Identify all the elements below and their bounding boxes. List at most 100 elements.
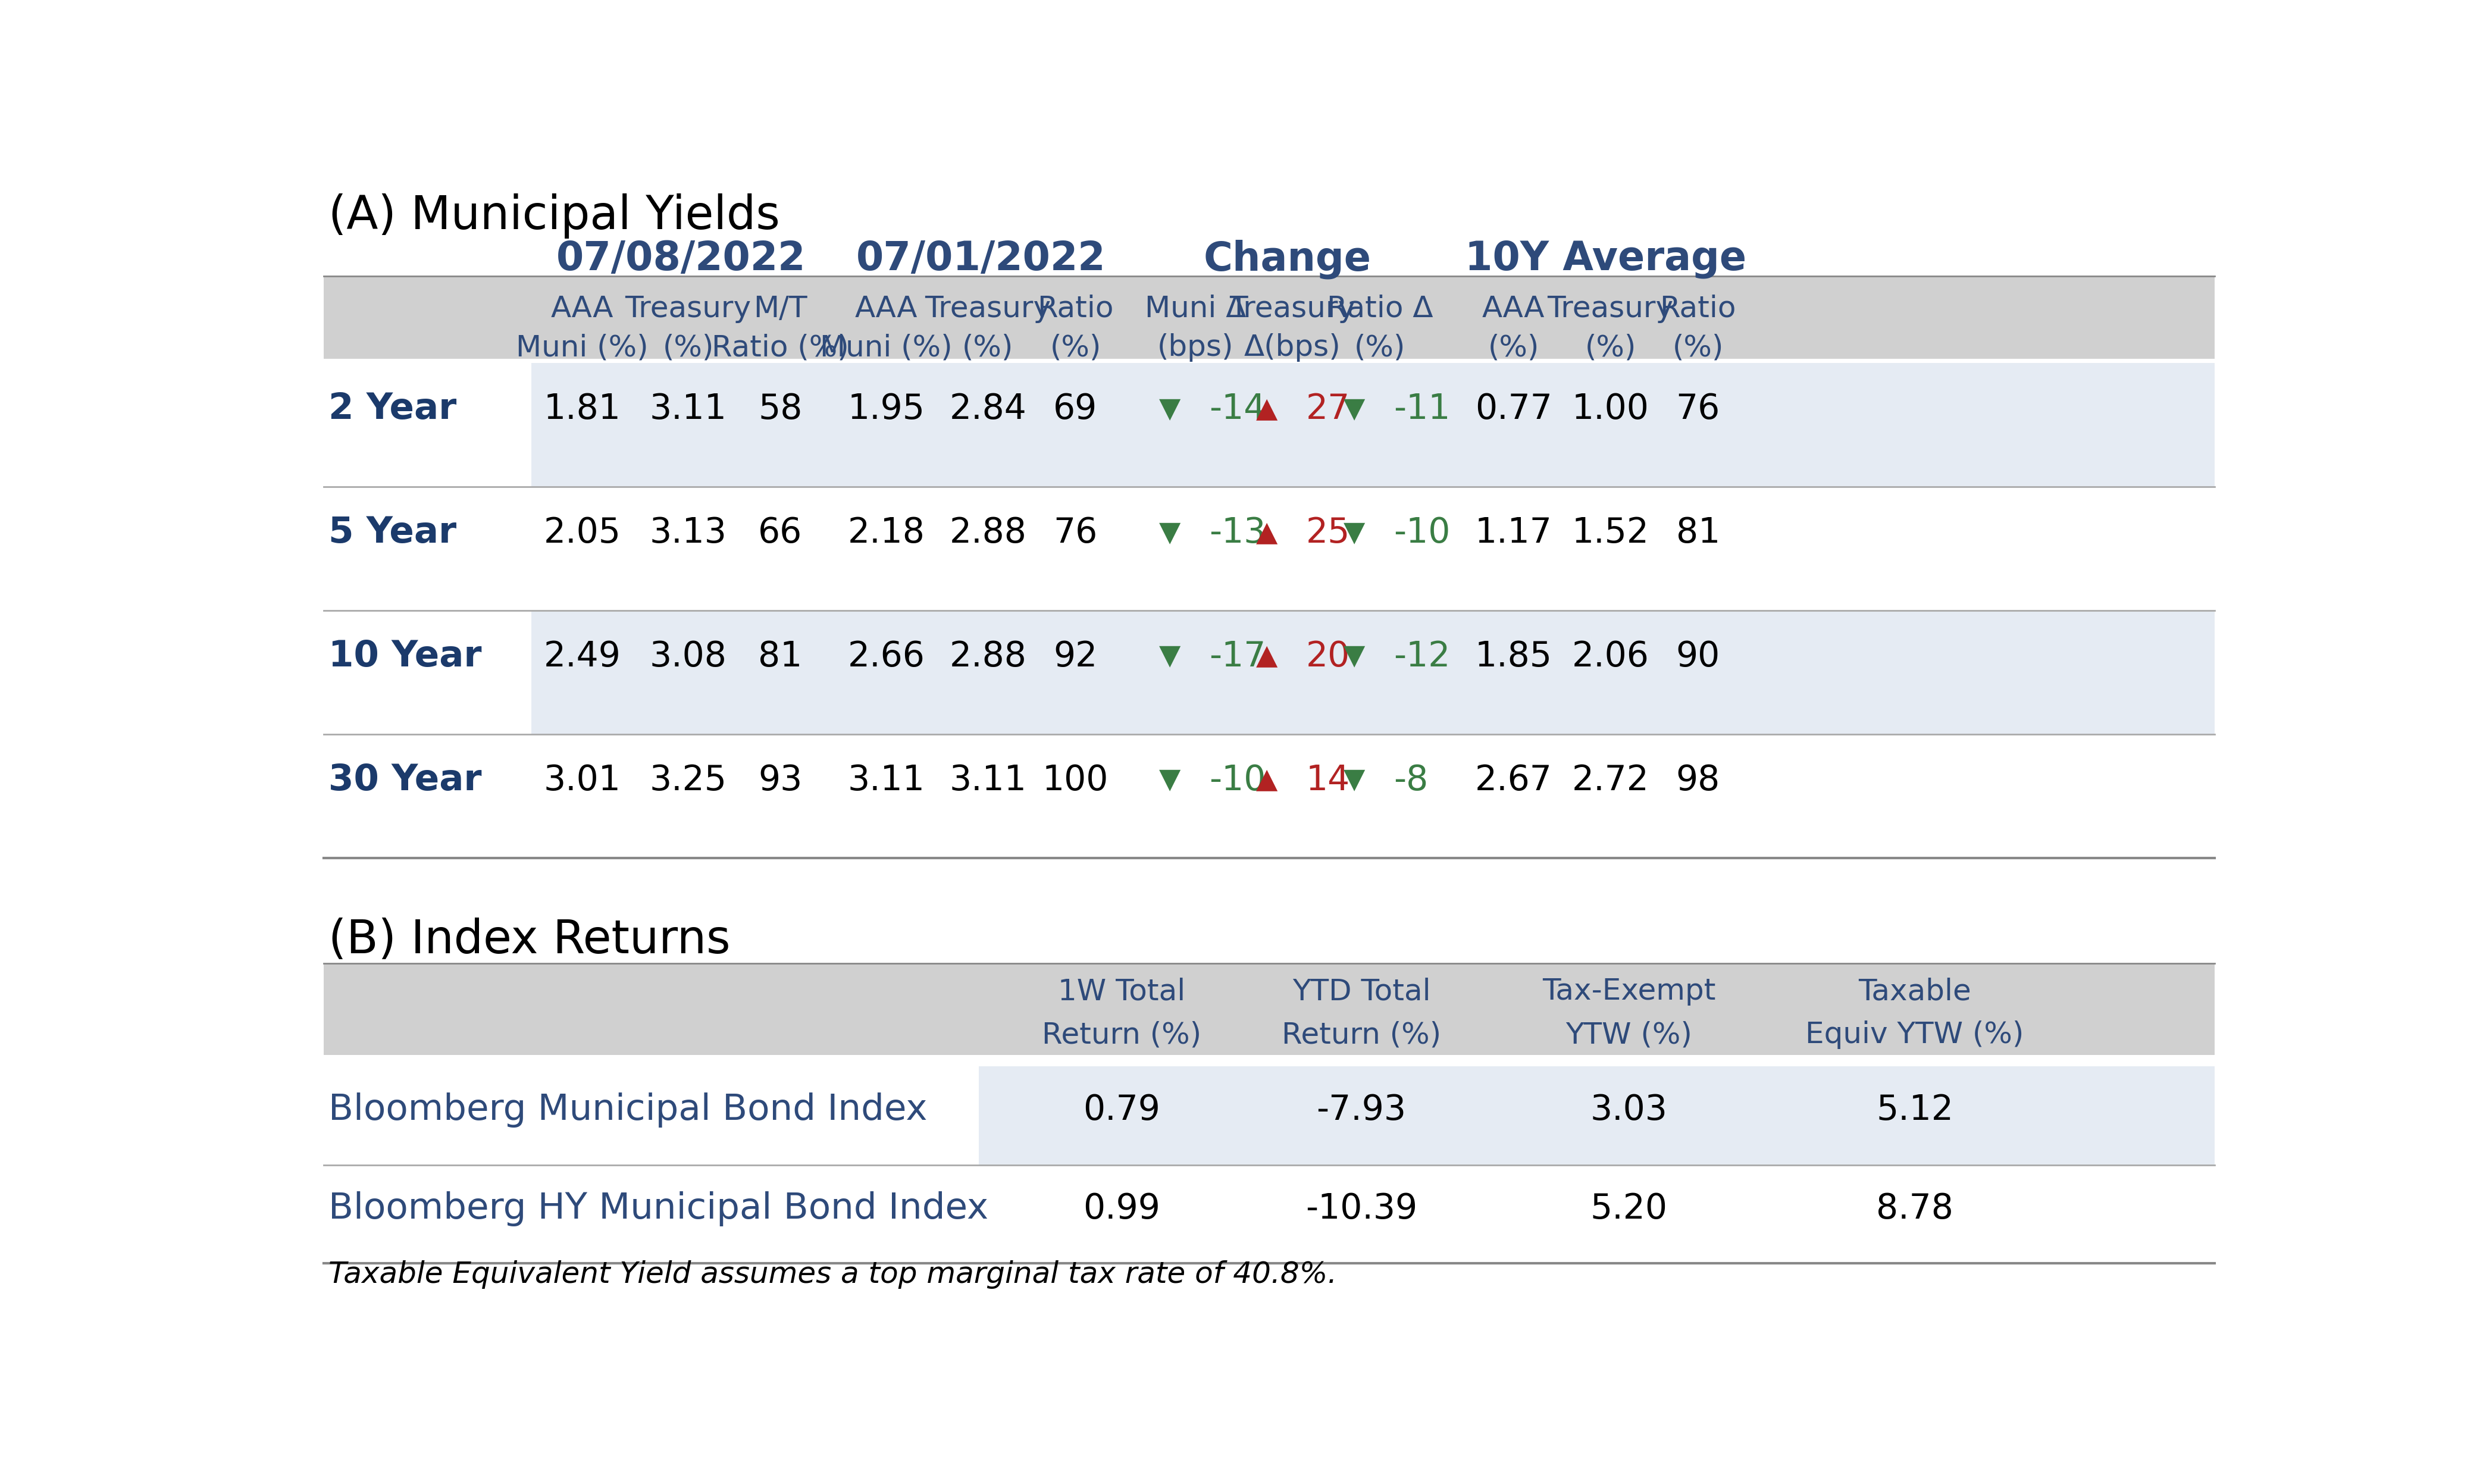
Text: 30 Year: 30 Year [327,763,481,798]
Text: Treasury: Treasury [625,294,751,324]
Bar [980,1165,2215,1263]
Text: 07/01/2022: 07/01/2022 [856,239,1106,279]
Text: 2.88: 2.88 [950,640,1027,674]
Text: 2 Year: 2 Year [327,392,456,426]
Text: 2.66: 2.66 [848,640,925,674]
Text: 2.67: 2.67 [1476,763,1552,797]
Text: 1.95: 1.95 [848,392,925,426]
Bar [325,1165,980,1263]
Text: Tax-Exempt: Tax-Exempt [1543,976,1716,1006]
Bar [325,735,531,858]
Text: 92: 92 [1054,640,1099,674]
Text: 3.03: 3.03 [1590,1094,1667,1126]
Text: 27: 27 [1307,392,1349,426]
Text: 93: 93 [759,763,804,797]
Text: 100: 100 [1042,763,1109,797]
Bar [325,276,2215,359]
Text: 1.17: 1.17 [1476,516,1552,549]
Text: 3.13: 3.13 [650,516,727,549]
Text: (A) Municipal Yields: (A) Municipal Yields [327,193,779,239]
Text: 5 Year: 5 Year [327,515,456,551]
Text: 3.11: 3.11 [650,392,727,426]
Text: ▲: ▲ [1255,643,1277,669]
Text: 20: 20 [1307,640,1349,674]
Text: 58: 58 [759,392,804,426]
Bar [531,364,2215,487]
Text: Muni (%): Muni (%) [516,334,647,362]
Text: 10Y Average: 10Y Average [1466,239,1746,279]
Text: Return (%): Return (%) [1042,1021,1200,1049]
Text: 2.06: 2.06 [1572,640,1649,674]
Text: Treasury: Treasury [1230,294,1357,324]
Text: 1.00: 1.00 [1572,392,1649,426]
Text: -12: -12 [1394,640,1451,674]
Text: -13: -13 [1210,516,1265,549]
Text: Ratio (%): Ratio (%) [712,334,848,362]
Text: Ratio Δ: Ratio Δ [1327,294,1433,324]
Text: (%): (%) [962,334,1014,362]
Text: 5.20: 5.20 [1590,1192,1667,1226]
Text: (%): (%) [1354,334,1406,362]
Text: ▼: ▼ [1158,519,1180,546]
Text: AAA: AAA [1483,294,1545,324]
Text: 0.77: 0.77 [1476,392,1552,426]
Text: (B) Index Returns: (B) Index Returns [327,917,732,963]
Text: 1.85: 1.85 [1476,640,1552,674]
Text: 2.72: 2.72 [1572,763,1649,797]
Text: 3.01: 3.01 [543,763,620,797]
Text: 0.99: 0.99 [1084,1192,1161,1226]
Text: 3.11: 3.11 [950,763,1027,797]
Text: -10: -10 [1210,763,1265,797]
Bar [325,1067,980,1165]
Text: 1W Total: 1W Total [1059,976,1185,1006]
Bar [531,610,2215,735]
Text: Muni (%): Muni (%) [821,334,952,362]
Text: 5.12: 5.12 [1875,1094,1954,1126]
Text: YTW (%): YTW (%) [1565,1021,1691,1049]
Text: 2.49: 2.49 [543,640,620,674]
Bar [980,1067,2215,1165]
Text: 90: 90 [1676,640,1721,674]
Bar [325,963,2215,1055]
Text: ▲: ▲ [1255,519,1277,546]
Text: 2.88: 2.88 [950,516,1027,549]
Text: (bps): (bps) [1158,334,1233,362]
Text: Return (%): Return (%) [1282,1021,1441,1049]
Text: (%): (%) [1585,334,1637,362]
Bar [325,610,531,735]
Text: ▼: ▼ [1344,519,1366,546]
Text: 2.84: 2.84 [950,392,1027,426]
Text: 2.05: 2.05 [543,516,620,549]
Text: -10.39: -10.39 [1304,1192,1419,1226]
Text: Muni Δ: Muni Δ [1146,294,1245,324]
Text: 98: 98 [1676,763,1721,797]
Text: Treasury: Treasury [1548,294,1674,324]
Text: 1.52: 1.52 [1572,516,1649,549]
Text: ▼: ▼ [1158,767,1180,794]
Text: (%): (%) [1049,334,1101,362]
Text: (%): (%) [1488,334,1540,362]
Text: ▲: ▲ [1255,767,1277,794]
Text: 76: 76 [1054,516,1099,549]
Text: 66: 66 [759,516,804,549]
Text: AAA: AAA [856,294,918,324]
Text: (%): (%) [662,334,714,362]
Text: 69: 69 [1054,392,1099,426]
Text: -11: -11 [1394,392,1451,426]
Text: 81: 81 [759,640,804,674]
Text: Bloomberg HY Municipal Bond Index: Bloomberg HY Municipal Bond Index [327,1192,990,1226]
Text: 3.08: 3.08 [650,640,727,674]
Text: ▼: ▼ [1344,643,1366,669]
Text: ▼: ▼ [1158,396,1180,423]
Text: M/T: M/T [754,294,808,324]
Text: Treasury: Treasury [925,294,1052,324]
Text: -8: -8 [1394,763,1428,797]
Text: 2.18: 2.18 [848,516,925,549]
Text: ▼: ▼ [1344,396,1366,423]
Text: 0.79: 0.79 [1084,1094,1161,1126]
Text: -17: -17 [1210,640,1265,674]
Text: 1.81: 1.81 [543,392,620,426]
Text: YTD Total: YTD Total [1292,976,1431,1006]
Text: Δ(bps): Δ(bps) [1245,334,1342,362]
Bar [325,487,531,610]
